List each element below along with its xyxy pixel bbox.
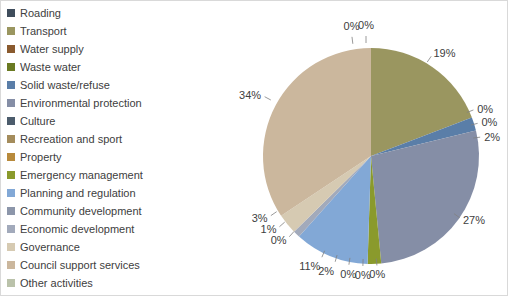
svg-text:0%: 0% [271,234,287,246]
svg-text:27%: 27% [463,214,485,226]
html-text:Water supply: Water supply [20,43,84,55]
svg-text:34%: 34% [239,89,261,101]
svg-text:0%: 0% [482,116,498,128]
svg-text:2%: 2% [484,131,500,143]
html-text:Economic development: Economic development [20,223,135,235]
svg-text:0%: 0% [369,268,385,280]
svg-text:0%: 0% [477,103,493,115]
html-text:Planning and regulation: Planning and regulation [20,187,136,199]
svg-text:3%: 3% [252,212,268,224]
html-text:Environmental protection: Environmental protection [20,97,142,109]
html-text:Other activities: Other activities [20,277,93,289]
svg-text:1%: 1% [261,223,277,235]
html-text:Council support services: Council support services [20,259,140,271]
html-text:Culture: Culture [20,115,56,127]
svg-text:19%: 19% [433,47,455,59]
html-text:Property: Property [20,151,62,163]
html-text:Community development: Community development [20,205,142,217]
html-text:Waste water: Waste water [20,61,81,73]
svg-text:11%: 11% [299,260,320,272]
html-text:Solid waste/refuse: Solid waste/refuse [20,79,110,91]
html-text:Governance: Governance [20,241,80,253]
html-text:Transport: Transport [20,25,67,37]
html-text:Roading: Roading [20,7,61,19]
svg-text:0%: 0% [344,20,360,32]
svg-text:2%: 2% [318,265,334,277]
svg-text:0%: 0% [355,269,371,281]
html-text:Emergency management: Emergency management [20,169,143,181]
svg-text:0%: 0% [340,268,356,280]
html-text:Recreation and sport: Recreation and sport [20,133,123,145]
svg-text:0%: 0% [358,19,374,31]
